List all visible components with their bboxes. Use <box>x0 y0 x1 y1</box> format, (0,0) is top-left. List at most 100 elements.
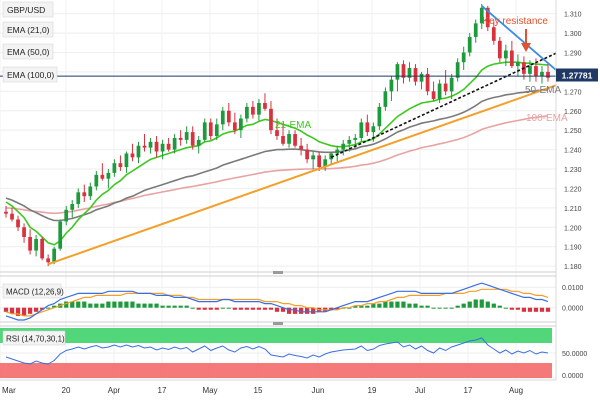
candle <box>34 235 38 257</box>
candle <box>540 66 544 84</box>
macd-hist-bar <box>100 303 105 308</box>
candle <box>112 159 117 177</box>
ema21-legend[interactable]: EMA (21,0) <box>2 21 54 38</box>
candle <box>437 79 442 103</box>
macd-legend[interactable]: MACD (12,26,9) <box>2 283 64 299</box>
time-tick-label: Aug <box>509 386 523 395</box>
candle <box>473 19 478 43</box>
macd-hist-bar <box>112 301 117 308</box>
candle <box>178 130 183 146</box>
ema50-legend[interactable]: EMA (50,0) <box>2 43 54 60</box>
time-tick-label: 17 <box>158 386 167 395</box>
rsi-tick-label: 0.0000 <box>562 373 584 380</box>
macd-panel <box>3 282 551 321</box>
macd-axis: 0.0100 0.0000 <box>562 285 584 313</box>
candle <box>40 236 45 261</box>
macd-hist-bar <box>515 307 520 310</box>
price-tick-label: 1.270 <box>564 89 582 96</box>
candle <box>28 229 32 255</box>
candle <box>461 46 466 70</box>
ema100-line <box>5 115 549 215</box>
candle <box>190 126 195 150</box>
macd-hist-bar <box>389 301 394 308</box>
macd-hist-bar <box>359 305 364 308</box>
symbol-text: GBP/USD <box>7 5 45 15</box>
candle <box>341 139 346 156</box>
candle <box>136 141 141 164</box>
price-tick-label: 1.260 <box>564 109 582 116</box>
macd-hist-bar <box>503 307 508 309</box>
candle <box>377 102 382 131</box>
macd-hist-bar <box>479 299 484 308</box>
macd-hist-bar <box>401 301 406 308</box>
macd-hist-bar <box>184 305 189 308</box>
candle <box>76 188 81 208</box>
candle <box>455 58 460 82</box>
macd-hist-bar <box>232 307 237 310</box>
symbol-label[interactable]: GBP/USD <box>2 1 54 18</box>
candle <box>238 114 243 138</box>
candle <box>467 33 472 57</box>
rsi-legend[interactable]: RSI (14,70,30,1) <box>2 330 66 346</box>
candle <box>443 69 448 96</box>
ema50-line <box>5 89 549 222</box>
candle <box>251 101 255 119</box>
candle <box>389 75 394 102</box>
candle <box>202 118 207 142</box>
time-tick-label: 20 <box>62 386 71 395</box>
macd-hist-bar <box>371 303 376 308</box>
rsi-overbought-zone <box>0 328 552 343</box>
macd-hist-bar <box>130 301 135 308</box>
candle <box>70 200 75 218</box>
macd-legend-text: MACD (12,26,9) <box>6 288 64 297</box>
macd-hist-bar <box>250 307 256 310</box>
price-tick-label: 1.200 <box>564 225 582 232</box>
time-tick-label: 15 <box>254 386 263 395</box>
candle <box>449 73 454 100</box>
macd-hist-bar <box>82 301 87 308</box>
macd-hist-bar <box>88 303 93 308</box>
rsi-legend-text: RSI (14,70,30,1) <box>6 335 65 344</box>
macd-hist-bar <box>545 307 551 312</box>
candle <box>383 87 388 111</box>
candle <box>148 137 153 154</box>
macd-hist-bar <box>527 307 533 312</box>
candle <box>172 134 177 154</box>
price-tick-label: 1.290 <box>564 50 582 57</box>
macd-hist-bar <box>52 305 57 308</box>
macd-hist-bar <box>46 307 51 309</box>
key-resistance-label: Key resistance <box>482 16 548 27</box>
macd-hist-bar <box>208 307 213 310</box>
macd-hist-bar <box>298 307 304 314</box>
macd-hist-bar <box>196 307 201 310</box>
candle <box>257 99 261 121</box>
macd-hist-bar <box>467 301 472 308</box>
candle <box>413 64 418 86</box>
candle <box>491 21 496 45</box>
candle <box>106 169 111 189</box>
candle <box>58 219 63 251</box>
macd-hist-bar <box>256 307 262 310</box>
time-tick-label: Jun <box>312 386 325 395</box>
macd-divider[interactable] <box>0 271 556 277</box>
macd-hist-bar <box>9 307 15 314</box>
macd-hist-bar <box>268 307 274 310</box>
macd-hist-bar <box>40 307 45 310</box>
candle <box>88 182 93 201</box>
macd-tick-label: 0.0100 <box>562 285 584 292</box>
rsi-tick-label: 50.0000 <box>562 351 587 358</box>
candle <box>82 184 87 203</box>
rsi-line <box>5 337 549 365</box>
macd-hist-bar <box>449 307 454 309</box>
macd-hist-bar <box>70 301 75 308</box>
macd-hist-bar <box>34 307 39 312</box>
candlesticks <box>4 3 550 267</box>
candle <box>431 81 436 102</box>
candle <box>263 93 267 111</box>
candle <box>10 207 14 222</box>
rsi-divider[interactable] <box>0 321 556 327</box>
macd-hist-bar <box>509 307 514 310</box>
candle <box>395 62 400 92</box>
ema100-legend[interactable]: EMA (100,0) <box>2 66 58 83</box>
candle <box>16 215 20 232</box>
